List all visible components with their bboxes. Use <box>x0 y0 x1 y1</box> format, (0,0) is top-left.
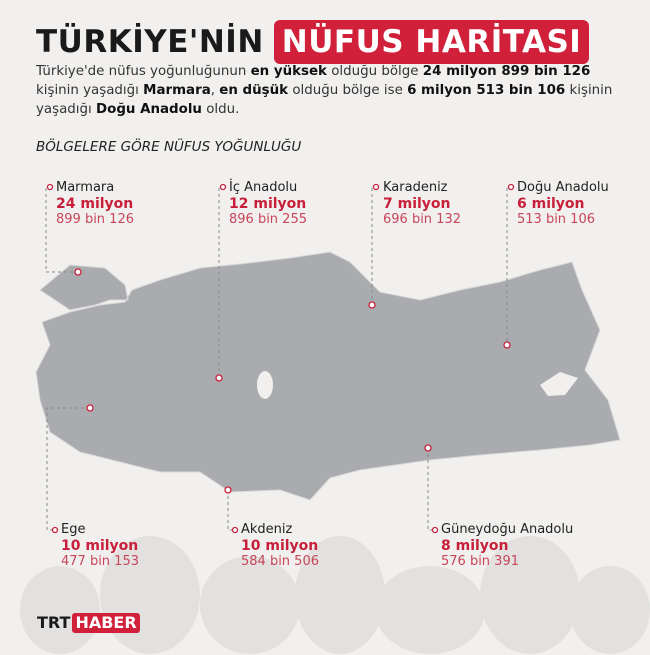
region-label-ic-anadolu: İç Anadolu 12 milyon 896 bin 255 <box>229 180 307 227</box>
connector-lines <box>45 188 508 531</box>
region-label-ege: Ege 10 milyon 477 bin 153 <box>61 522 139 569</box>
region-label-marmara: Marmara 24 milyon 899 bin 126 <box>56 180 134 227</box>
region-label-dogu-anadolu: Doğu Anadolu 6 milyon 513 bin 106 <box>517 180 609 227</box>
region-label-akdeniz: Akdeniz 10 milyon 584 bin 506 <box>241 522 319 569</box>
section-subtitle: BÖLGELERE GÖRE NÜFUS YOĞUNLUĞU <box>36 139 302 155</box>
intro-text: Türkiye'de nüfus yoğunluğunun en yüksek … <box>36 64 613 117</box>
trt-haber-logo: TRT HABER <box>37 613 140 633</box>
region-label-karadeniz: Karadeniz 7 milyon 696 bin 132 <box>383 180 461 227</box>
tuz-lake <box>257 371 273 399</box>
crowd-silhouettes <box>20 536 650 654</box>
van-lake <box>540 372 578 396</box>
region-markers <box>46 183 515 534</box>
page-title: TÜRKİYE'NİN NÜFUS HARİTASI <box>36 20 590 64</box>
turkey-outline <box>35 251 621 501</box>
region-label-guneydogu-anadolu: Güneydoğu Anadolu 8 milyon 576 bin 391 <box>441 522 574 569</box>
title-part1: TÜRKİYE'NİN <box>36 24 264 60</box>
title-highlight: NÜFUS HARİTASI <box>273 20 590 64</box>
